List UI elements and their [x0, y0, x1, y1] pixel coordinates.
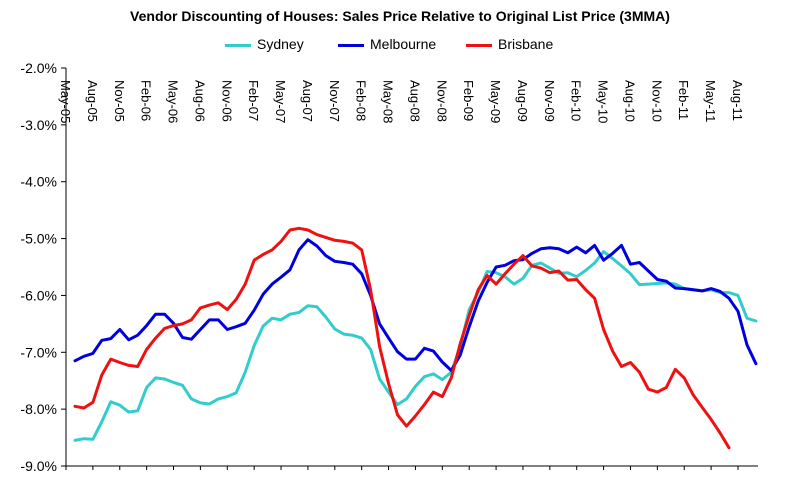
legend-swatch-melbourne	[338, 44, 364, 47]
y-tick-label: -4.0%	[20, 174, 57, 190]
y-tick-label: -7.0%	[20, 344, 57, 360]
y-tick-label: -6.0%	[20, 287, 57, 303]
series-line-brisbane	[73, 226, 731, 450]
x-tick-label: Nov-05	[112, 80, 127, 122]
legend: Sydney Melbourne Brisbane	[0, 35, 800, 55]
x-tick-label: Nov-07	[327, 80, 342, 122]
x-tick-label: Nov-06	[219, 80, 234, 122]
legend-label-brisbane: Brisbane	[498, 36, 554, 52]
x-tick-label: May-07	[273, 80, 288, 123]
legend-swatch-sydney	[225, 44, 251, 47]
x-tick-label: May-11	[703, 80, 718, 122]
x-tick-label: Aug-08	[407, 80, 422, 122]
legend-label-melbourne: Melbourne	[370, 36, 437, 52]
y-tick-label: -3.0%	[20, 117, 57, 133]
x-tick-label: Feb-10	[569, 80, 584, 121]
series-line-sydney	[73, 250, 758, 442]
x-tick-label: Nov-08	[434, 80, 449, 122]
chart-title: Vendor Discounting of Houses: Sales Pric…	[130, 8, 670, 24]
x-tick-label: May-10	[596, 80, 611, 123]
y-tick-label: -9.0%	[20, 458, 57, 474]
x-tick-label: Feb-11	[676, 80, 691, 120]
x-tick-label: Aug-09	[515, 80, 530, 122]
x-tick-label: Aug-10	[622, 80, 637, 122]
x-tick-label: Aug-05	[85, 80, 100, 122]
x-tick-label: Aug-11	[730, 80, 745, 121]
x-tick-label: Feb-08	[354, 80, 369, 121]
x-tick-label: Feb-06	[139, 80, 154, 121]
x-tick-label: May-05	[58, 80, 73, 123]
y-tick-label: -5.0%	[20, 231, 57, 247]
x-tick-label: Aug-06	[192, 80, 207, 122]
x-tick-label: Aug-07	[300, 80, 315, 122]
legend-label-sydney: Sydney	[257, 36, 304, 52]
x-tick-label: May-06	[166, 80, 181, 123]
series-line-melbourne	[73, 238, 758, 372]
x-tick-label: Feb-07	[246, 80, 261, 121]
x-tick-label: Feb-09	[461, 80, 476, 121]
x-tick-label: May-08	[381, 80, 396, 123]
x-tick-label: May-09	[488, 80, 503, 123]
x-tick-label: Nov-10	[649, 80, 664, 122]
y-tick-label: -2.0%	[20, 60, 57, 76]
y-tick-label: -8.0%	[20, 401, 57, 417]
x-tick-label: Nov-09	[542, 80, 557, 122]
legend-swatch-brisbane	[466, 44, 492, 47]
